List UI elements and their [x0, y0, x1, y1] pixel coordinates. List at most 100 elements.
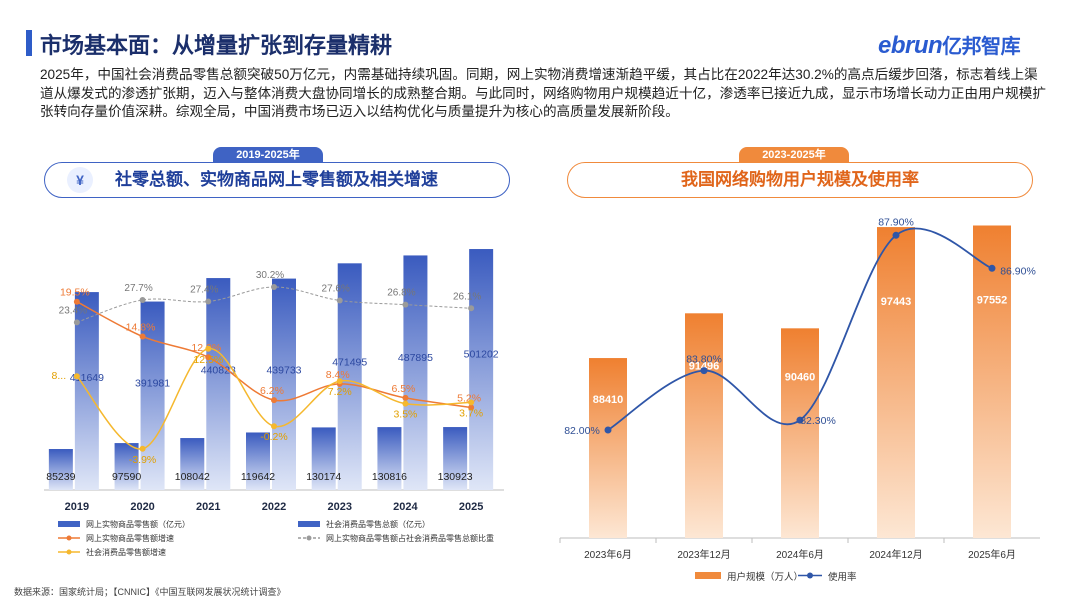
retail-growth-point	[468, 399, 475, 406]
total-retail-value: 440823	[201, 364, 236, 376]
online-retail-value: 130923	[438, 471, 473, 483]
logo-latin: ebrun	[878, 32, 943, 59]
x-tick-label: 2025年6月	[968, 548, 1016, 561]
user-scale-bar	[589, 358, 627, 538]
x-tick-label: 2023年6月	[584, 548, 632, 561]
usage-rate-point	[700, 367, 708, 375]
online-retail-bar	[377, 427, 402, 490]
title-accent-bar	[26, 30, 32, 56]
retail-sales-chart: 2019852394116492020975903919812021108042…	[44, 249, 504, 557]
data-source: 数据来源：国家统计局；【CNNIC】《中国互联网发展状况统计调查》	[14, 587, 286, 597]
online-retail-value: 85239	[46, 471, 75, 483]
legend-marker	[807, 572, 813, 579]
intro-paragraph: 2025年，中国社会消费品零售总额突破50万亿元，内需基础持续巩固。同期，网上实…	[40, 67, 1046, 119]
x-tick-label: 2024	[393, 501, 418, 513]
online-growth-label: 8.4%	[326, 369, 350, 381]
legend-label: 社会消费品零售总额（亿元）	[326, 519, 430, 529]
usage-rate-label: 86.90%	[1000, 265, 1036, 277]
online-growth-label: 6.5%	[391, 383, 415, 395]
retail-growth-label: -0.2%	[260, 431, 287, 443]
usage-rate-label: 87.90%	[878, 216, 914, 228]
user-scale-bar	[781, 328, 819, 538]
online-growth-label: 14.8%	[126, 321, 156, 333]
total-retail-bar	[272, 278, 296, 490]
online-shopping-users-chart: 88410 2023年6月 91496 2023年12月 90460 2024年6月 974…	[559, 216, 1040, 583]
share-point	[205, 298, 212, 305]
online-growth-label: 5.2%	[457, 393, 481, 405]
online-growth-point	[271, 397, 277, 404]
legend-label: 使用率	[828, 571, 857, 583]
retail-growth-point	[205, 345, 212, 352]
legend-marker	[66, 549, 72, 555]
online-growth-point	[402, 394, 409, 401]
online-retail-value: 130816	[372, 471, 407, 483]
online-retail-value: 97590	[112, 471, 141, 483]
share-point	[336, 297, 343, 304]
online-retail-bar	[246, 432, 270, 490]
share-point	[402, 301, 409, 308]
right-section-heading: 我国网络购物用户规模及使用率	[567, 162, 1033, 198]
retail-growth-point	[73, 373, 80, 380]
total-retail-bar	[206, 278, 231, 490]
legend-marker	[66, 535, 72, 541]
right-heading-text: 我国网络购物用户规模及使用率	[681, 170, 919, 189]
total-retail-bar	[140, 301, 165, 490]
online-retail-bar	[180, 438, 205, 490]
total-retail-value: 391981	[135, 377, 170, 389]
user-scale-value: 88410	[593, 394, 624, 406]
legend-swatch	[298, 521, 320, 527]
left-period-tab: 2019-2025年	[213, 147, 323, 163]
user-scale-value: 90460	[785, 372, 816, 384]
x-tick-label: 2021	[196, 501, 220, 513]
x-tick-label: 2019	[65, 501, 89, 513]
user-scale-value: 97443	[881, 296, 912, 308]
retail-growth-label: 12.5%	[193, 354, 223, 366]
user-scale-value: 91496	[689, 360, 720, 372]
legend-label: 社会消费品零售额增速	[86, 547, 166, 557]
money-hand-icon: ¥	[67, 167, 93, 193]
share-label: 27.4%	[190, 285, 218, 296]
share-point	[139, 296, 146, 303]
x-tick-label: 2020	[130, 501, 154, 513]
x-tick-label: 2024年12月	[869, 548, 922, 561]
usage-rate-point	[892, 231, 900, 239]
right-period-tab: 2023-2025年	[739, 147, 849, 163]
retail-growth-label: 8...	[52, 370, 67, 382]
retail-growth-label: 3.7%	[459, 407, 483, 419]
x-tick-label: 2022	[262, 501, 286, 513]
usage-rate-point	[988, 264, 996, 272]
online-retail-bar	[311, 427, 336, 490]
retail-growth-label: 3.5%	[393, 409, 417, 421]
ebrun-logo: ebrun亿邦智库	[878, 30, 1021, 60]
online-growth-label: 19.5%	[60, 287, 90, 299]
usage-rate-label: 82.30%	[800, 415, 836, 427]
x-tick-label: 2023	[327, 501, 351, 513]
total-retail-bar	[469, 249, 494, 490]
page-title: 市场基本面：从增量扩张到存量精耕	[40, 33, 393, 58]
online-retail-bar	[114, 443, 139, 490]
retail-growth-label: 7.2%	[328, 386, 352, 398]
usage-rate-point	[604, 426, 612, 434]
retail-growth-point	[402, 400, 409, 407]
share-label: 26.1%	[453, 291, 481, 302]
online-retail-value: 119642	[241, 471, 275, 483]
legend-swatch	[695, 572, 721, 579]
user-scale-bar	[973, 225, 1011, 538]
retail-growth-label: -3.9%	[129, 454, 156, 466]
share-label: 26.8%	[387, 288, 415, 299]
online-retail-value: 130174	[306, 471, 341, 483]
total-retail-value: 487895	[398, 352, 433, 364]
total-retail-bar	[403, 255, 428, 490]
usage-rate-label: 83.80%	[686, 354, 722, 366]
online-retail-bar	[443, 427, 468, 490]
legend-swatch	[58, 521, 80, 527]
left-heading-text: 社零总额、实物商品网上零售额及相关增速	[115, 170, 438, 189]
retail-growth-point	[336, 378, 343, 385]
left-section-heading: ¥ 社零总额、实物商品网上零售额及相关增速	[44, 162, 510, 198]
legend-label: 网上实物商品零售额占社会消费品零售总额比重	[326, 533, 494, 543]
share-label: 30.2%	[256, 270, 284, 281]
online-retail-value: 108042	[175, 471, 210, 483]
share-label: 27.7%	[124, 283, 152, 294]
x-tick-label: 2023年12月	[677, 548, 730, 561]
retail-growth-point	[139, 445, 146, 452]
